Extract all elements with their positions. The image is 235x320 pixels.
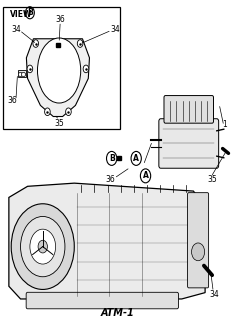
FancyBboxPatch shape [159,119,219,168]
Bar [18,70,26,77]
Text: 36: 36 [8,96,17,105]
Text: A: A [133,154,139,163]
Circle shape [38,240,47,253]
Text: B: B [27,8,33,17]
Circle shape [192,243,205,261]
Bar [3,7,120,129]
Text: 34: 34 [110,25,120,34]
FancyBboxPatch shape [26,292,178,309]
Circle shape [77,40,83,47]
Text: 36: 36 [106,174,115,184]
Ellipse shape [38,38,81,103]
Text: ATM-1: ATM-1 [101,308,134,318]
FancyBboxPatch shape [188,193,209,288]
Circle shape [83,65,89,73]
Circle shape [30,229,56,264]
Text: A: A [143,171,149,180]
Circle shape [27,65,33,73]
Text: 35: 35 [54,119,64,128]
Text: 35: 35 [207,174,217,184]
Text: B: B [109,154,114,163]
Circle shape [33,40,39,47]
Polygon shape [26,39,90,116]
Circle shape [20,216,65,277]
Text: VIEW: VIEW [10,11,32,20]
Text: 1: 1 [223,120,227,129]
Text: 36: 36 [55,15,65,24]
Circle shape [45,108,50,116]
FancyBboxPatch shape [164,96,214,123]
Text: 34: 34 [210,290,219,299]
Polygon shape [9,183,205,299]
Circle shape [66,108,71,116]
Text: 34: 34 [11,25,21,34]
Circle shape [11,204,74,290]
